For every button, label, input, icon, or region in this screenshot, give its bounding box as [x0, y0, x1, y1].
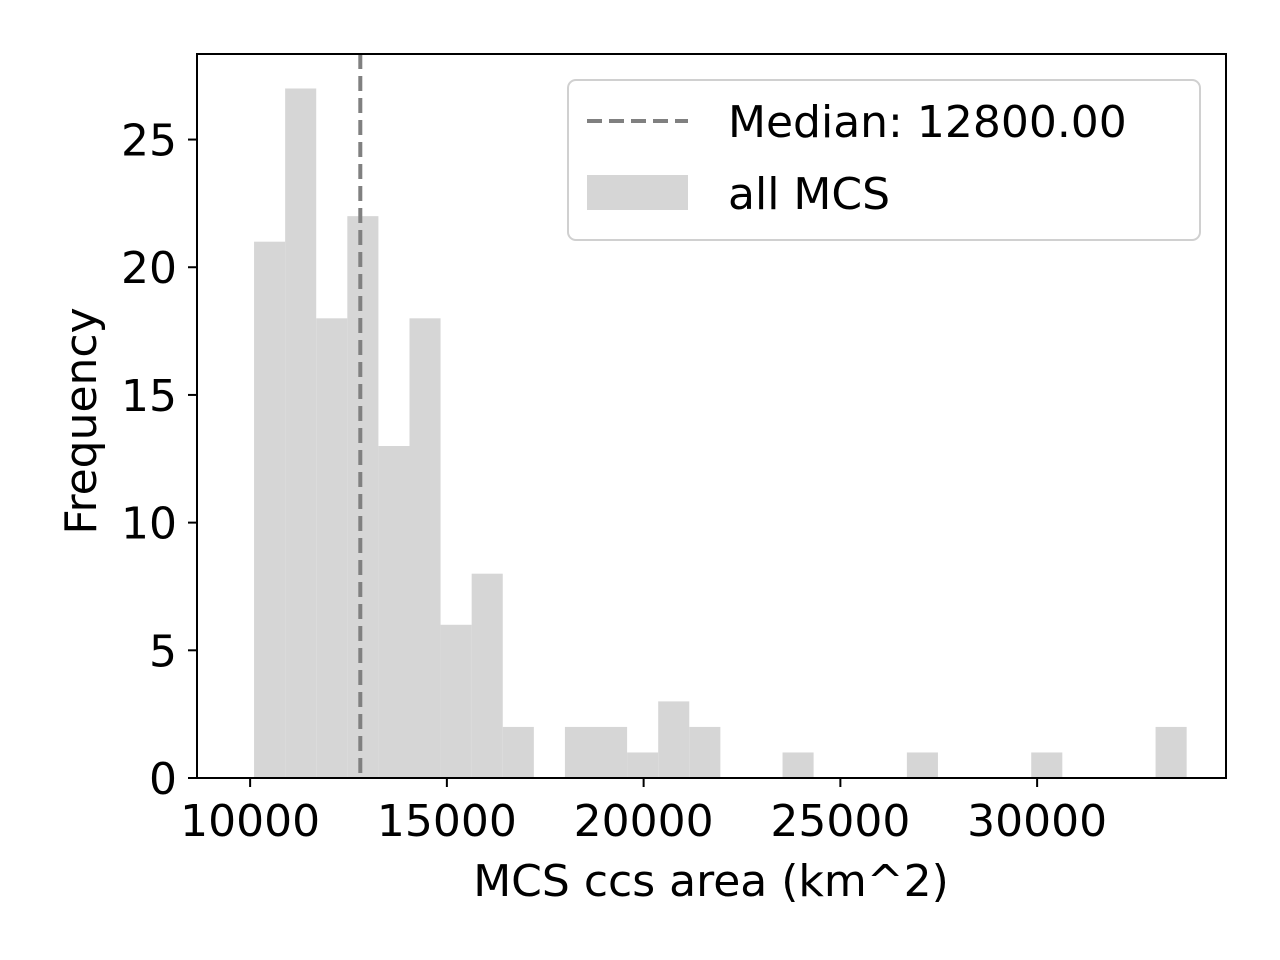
histogram-bar-6 [440, 624, 472, 778]
histogram-bar-0 [254, 241, 286, 778]
histogram-bar-7 [471, 573, 503, 778]
x-axis-label: MCS ccs area (km^2) [473, 856, 949, 907]
y-tick-label: 20 [121, 243, 177, 294]
histogram-bar-17 [782, 752, 814, 778]
histogram-bar-10 [564, 726, 597, 778]
histogram-bar-5 [409, 318, 441, 778]
legend-box [567, 79, 1201, 241]
y-tick-label: 0 [149, 754, 177, 805]
x-tick-label: 25000 [770, 796, 910, 847]
histogram-bar-2 [316, 318, 348, 778]
histogram-bar-3 [347, 216, 379, 779]
histogram-bar-4 [378, 446, 410, 778]
x-tick-label: 30000 [967, 796, 1107, 847]
histogram-bar-1 [285, 88, 317, 778]
y-axis-label: Frequency [56, 307, 107, 534]
legend-all-mcs-swatch [587, 175, 688, 210]
legend: Median: 12800.00 all MCS [567, 79, 1201, 241]
x-tick-label: 20000 [574, 796, 714, 847]
histogram-bar-14 [689, 726, 721, 778]
y-tick-label: 10 [121, 499, 177, 550]
y-axis-ticks: 0 5 10 15 20 25 [121, 116, 197, 805]
x-tick-label: 15000 [377, 796, 517, 847]
y-tick-label: 5 [149, 626, 177, 677]
x-axis-ticks: 10000 15000 20000 25000 30000 [180, 778, 1107, 847]
histogram-bars [254, 88, 1187, 779]
histogram-bar-11 [596, 726, 628, 778]
histogram-bar-29 [1155, 726, 1187, 778]
y-tick-label: 25 [121, 116, 177, 167]
y-tick-label: 15 [121, 371, 177, 422]
histogram-bar-25 [1031, 752, 1063, 778]
legend-median-label: Median: 12800.00 [728, 97, 1127, 148]
histogram-bar-21 [906, 752, 938, 778]
plot-frame [196, 53, 1227, 779]
x-tick-label: 10000 [180, 796, 320, 847]
histogram-bar-12 [627, 752, 659, 778]
legend-all-mcs-label: all MCS [728, 169, 890, 220]
histogram-bar-13 [658, 701, 690, 778]
histogram-bar-8 [502, 726, 534, 778]
